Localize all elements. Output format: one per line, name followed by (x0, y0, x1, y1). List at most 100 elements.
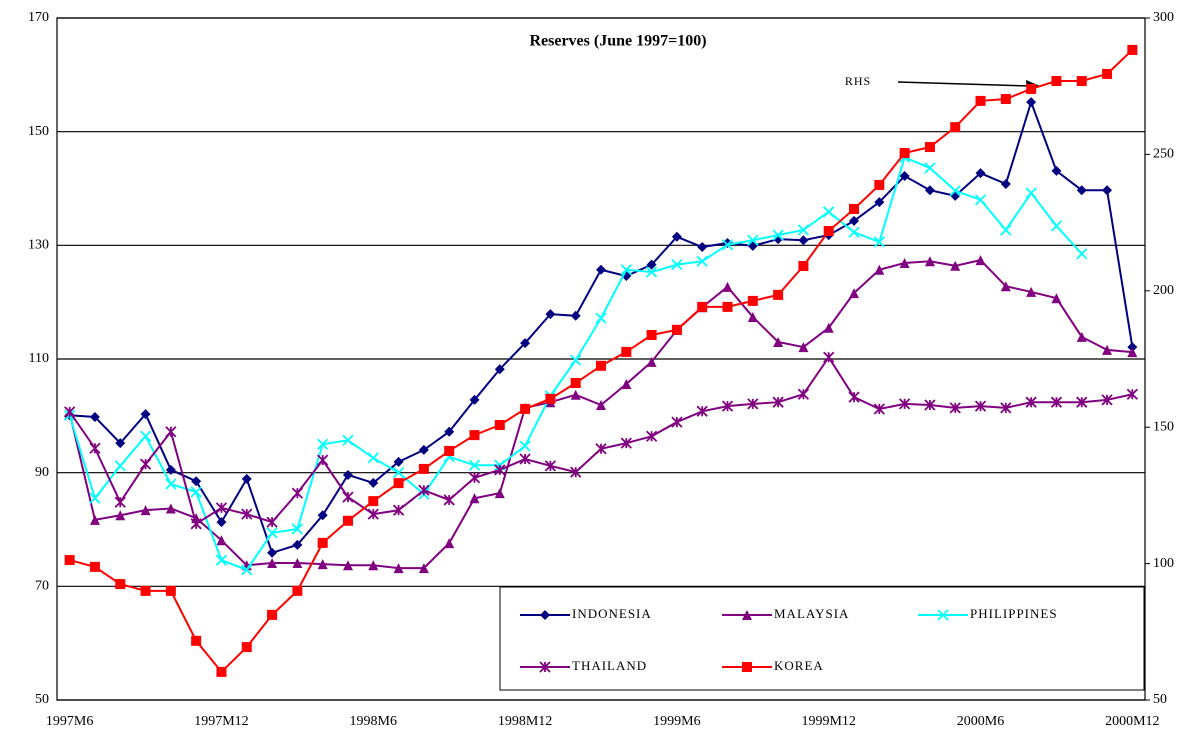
marker-shape (974, 194, 987, 206)
marker (520, 403, 531, 414)
marker (798, 260, 809, 271)
marker (393, 563, 404, 574)
marker (393, 478, 404, 489)
marker (974, 400, 987, 412)
marker-shape (1000, 402, 1012, 414)
x-tick-label: 1997M12 (194, 714, 248, 729)
marker (418, 563, 429, 574)
marker (368, 560, 379, 571)
marker (1126, 388, 1138, 400)
marker (267, 609, 278, 620)
marker (773, 289, 784, 300)
marker-shape (139, 430, 152, 442)
marker-shape (671, 259, 683, 271)
legend-label: INDONESIA (572, 606, 652, 621)
marker (540, 610, 550, 620)
marker (418, 463, 429, 474)
marker-shape (266, 516, 278, 528)
marker-shape (1051, 165, 1062, 176)
marker (646, 356, 657, 367)
marker (1051, 165, 1062, 176)
marker (899, 170, 910, 181)
marker-shape (721, 239, 734, 251)
marker-shape (570, 389, 581, 400)
marker-shape (620, 437, 632, 449)
marker (216, 666, 227, 677)
marker (140, 505, 151, 516)
marker-shape (621, 346, 632, 357)
marker (975, 95, 986, 106)
marker-shape (924, 185, 935, 196)
marker (721, 239, 734, 251)
marker (620, 437, 632, 449)
marker (89, 514, 100, 525)
marker-shape (950, 122, 961, 133)
marker-shape (494, 420, 505, 431)
marker-shape (671, 231, 682, 242)
annotation-arrow (897, 81, 1031, 87)
marker (671, 324, 682, 335)
marker (797, 388, 810, 400)
marker-shape (1000, 94, 1011, 105)
marker-shape (722, 301, 733, 312)
marker-shape (418, 463, 429, 474)
marker (874, 179, 885, 190)
marker (367, 508, 379, 520)
marker-shape (317, 559, 328, 570)
marker-shape (849, 288, 860, 299)
marker-shape (1000, 281, 1011, 292)
marker-shape (494, 488, 505, 499)
marker-shape (520, 338, 531, 349)
marker (950, 122, 961, 133)
marker-shape (115, 510, 126, 521)
marker (849, 215, 860, 226)
marker (165, 426, 177, 438)
marker (747, 295, 758, 306)
marker (924, 399, 936, 411)
marker (494, 420, 505, 431)
y2-tick-label: 250 (1153, 147, 1174, 162)
marker (115, 579, 126, 590)
marker-shape (596, 400, 606, 411)
marker (570, 310, 581, 321)
marker (1000, 224, 1012, 236)
marker (392, 467, 405, 479)
marker (773, 336, 784, 347)
marker (368, 496, 379, 507)
marker-shape (241, 564, 253, 576)
marker (1051, 76, 1062, 87)
marker-shape (469, 493, 480, 504)
marker (898, 398, 911, 410)
marker (873, 403, 885, 415)
marker (849, 288, 860, 299)
marker-shape (1101, 394, 1113, 406)
marker (924, 185, 935, 196)
marker-shape (368, 477, 379, 488)
marker-shape (165, 478, 177, 490)
marker-shape (545, 393, 556, 404)
marker-shape (418, 484, 430, 496)
marker-shape (671, 324, 682, 335)
marker (241, 508, 253, 520)
marker (924, 142, 935, 153)
marker (697, 242, 708, 253)
marker (1026, 97, 1037, 108)
marker (267, 547, 278, 558)
legend: INDONESIA MALAYSIA PHILIPPINES THAILAND KORE… (499, 586, 1145, 691)
marker (747, 398, 759, 410)
x-tick-label: 1998M12 (498, 714, 552, 729)
y-tick-label: 90 (35, 465, 49, 480)
marker (469, 493, 480, 504)
marker-shape (823, 226, 834, 237)
marker-shape (773, 289, 784, 300)
marker (924, 162, 936, 174)
marker (89, 492, 101, 504)
marker-shape (241, 642, 252, 653)
marker (874, 264, 885, 275)
marker-shape (494, 364, 505, 375)
marker (393, 456, 404, 467)
marker (241, 473, 252, 484)
marker-shape (292, 585, 303, 596)
marker (899, 257, 910, 268)
marker-shape (519, 440, 531, 452)
